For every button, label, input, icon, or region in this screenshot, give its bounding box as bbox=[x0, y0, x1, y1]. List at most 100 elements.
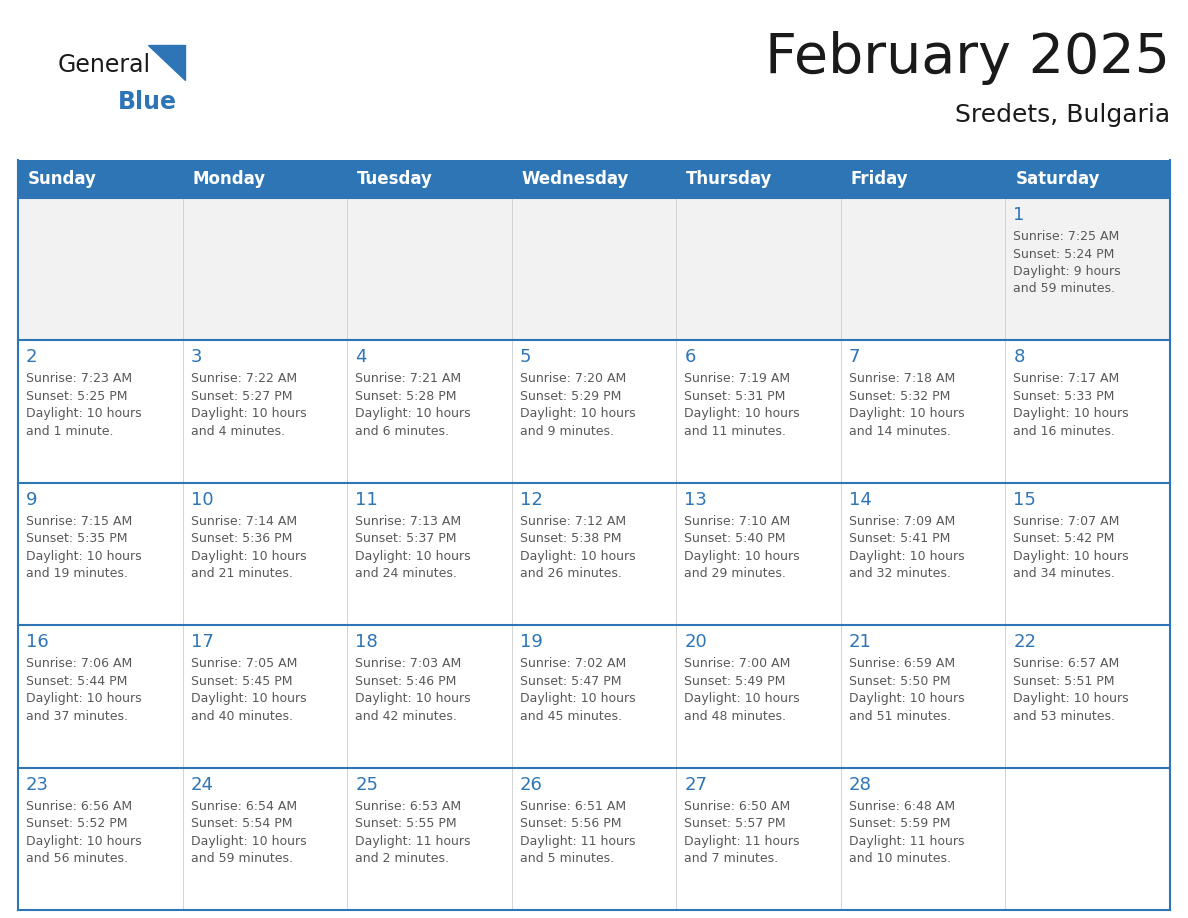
Bar bbox=[18, 198, 183, 341]
Text: Sunrise: 7:21 AM
Sunset: 5:28 PM
Daylight: 10 hours
and 6 minutes.: Sunrise: 7:21 AM Sunset: 5:28 PM Dayligh… bbox=[355, 373, 470, 438]
Text: 9: 9 bbox=[26, 491, 38, 509]
Bar bbox=[676, 341, 841, 483]
Text: Sunrise: 7:13 AM
Sunset: 5:37 PM
Daylight: 10 hours
and 24 minutes.: Sunrise: 7:13 AM Sunset: 5:37 PM Dayligh… bbox=[355, 515, 470, 580]
Bar bbox=[183, 767, 347, 910]
Bar bbox=[841, 198, 1005, 341]
Text: 22: 22 bbox=[1013, 633, 1036, 651]
Text: Sunrise: 6:48 AM
Sunset: 5:59 PM
Daylight: 11 hours
and 10 minutes.: Sunrise: 6:48 AM Sunset: 5:59 PM Dayligh… bbox=[849, 800, 965, 865]
Text: Sunrise: 6:54 AM
Sunset: 5:54 PM
Daylight: 10 hours
and 59 minutes.: Sunrise: 6:54 AM Sunset: 5:54 PM Dayligh… bbox=[190, 800, 307, 865]
Text: 3: 3 bbox=[190, 349, 202, 366]
Bar bbox=[1005, 625, 1170, 767]
Text: Sunrise: 6:50 AM
Sunset: 5:57 PM
Daylight: 11 hours
and 7 minutes.: Sunrise: 6:50 AM Sunset: 5:57 PM Dayligh… bbox=[684, 800, 800, 865]
Text: Friday: Friday bbox=[851, 170, 909, 188]
Bar bbox=[676, 767, 841, 910]
Text: General: General bbox=[58, 53, 151, 77]
Bar bbox=[676, 198, 841, 341]
Text: 4: 4 bbox=[355, 349, 367, 366]
Text: Sunrise: 7:18 AM
Sunset: 5:32 PM
Daylight: 10 hours
and 14 minutes.: Sunrise: 7:18 AM Sunset: 5:32 PM Dayligh… bbox=[849, 373, 965, 438]
Text: Sunday: Sunday bbox=[29, 170, 97, 188]
Text: Sunrise: 7:03 AM
Sunset: 5:46 PM
Daylight: 10 hours
and 42 minutes.: Sunrise: 7:03 AM Sunset: 5:46 PM Dayligh… bbox=[355, 657, 470, 722]
Text: 12: 12 bbox=[519, 491, 543, 509]
Bar bbox=[18, 341, 183, 483]
Bar bbox=[18, 625, 183, 767]
Text: Sunrise: 7:14 AM
Sunset: 5:36 PM
Daylight: 10 hours
and 21 minutes.: Sunrise: 7:14 AM Sunset: 5:36 PM Dayligh… bbox=[190, 515, 307, 580]
Bar bbox=[841, 483, 1005, 625]
Text: Sunrise: 6:53 AM
Sunset: 5:55 PM
Daylight: 11 hours
and 2 minutes.: Sunrise: 6:53 AM Sunset: 5:55 PM Dayligh… bbox=[355, 800, 470, 865]
Text: Sunrise: 7:25 AM
Sunset: 5:24 PM
Daylight: 9 hours
and 59 minutes.: Sunrise: 7:25 AM Sunset: 5:24 PM Dayligh… bbox=[1013, 230, 1121, 296]
Text: 11: 11 bbox=[355, 491, 378, 509]
Text: 28: 28 bbox=[849, 776, 872, 793]
Polygon shape bbox=[148, 45, 185, 80]
Bar bbox=[1005, 767, 1170, 910]
Bar bbox=[1005, 198, 1170, 341]
Text: Sunrise: 7:20 AM
Sunset: 5:29 PM
Daylight: 10 hours
and 9 minutes.: Sunrise: 7:20 AM Sunset: 5:29 PM Dayligh… bbox=[519, 373, 636, 438]
Text: Sunrise: 7:22 AM
Sunset: 5:27 PM
Daylight: 10 hours
and 4 minutes.: Sunrise: 7:22 AM Sunset: 5:27 PM Dayligh… bbox=[190, 373, 307, 438]
Bar bbox=[676, 625, 841, 767]
Text: 1: 1 bbox=[1013, 206, 1025, 224]
Bar bbox=[512, 625, 676, 767]
Text: Sunrise: 7:02 AM
Sunset: 5:47 PM
Daylight: 10 hours
and 45 minutes.: Sunrise: 7:02 AM Sunset: 5:47 PM Dayligh… bbox=[519, 657, 636, 722]
Text: Sunrise: 7:06 AM
Sunset: 5:44 PM
Daylight: 10 hours
and 37 minutes.: Sunrise: 7:06 AM Sunset: 5:44 PM Dayligh… bbox=[26, 657, 141, 722]
Bar bbox=[18, 767, 183, 910]
Text: Sunrise: 7:07 AM
Sunset: 5:42 PM
Daylight: 10 hours
and 34 minutes.: Sunrise: 7:07 AM Sunset: 5:42 PM Dayligh… bbox=[1013, 515, 1129, 580]
Bar bbox=[18, 160, 1170, 198]
Text: 6: 6 bbox=[684, 349, 696, 366]
Bar bbox=[841, 625, 1005, 767]
Text: Wednesday: Wednesday bbox=[522, 170, 630, 188]
Bar bbox=[512, 341, 676, 483]
Text: 14: 14 bbox=[849, 491, 872, 509]
Text: Sunrise: 7:09 AM
Sunset: 5:41 PM
Daylight: 10 hours
and 32 minutes.: Sunrise: 7:09 AM Sunset: 5:41 PM Dayligh… bbox=[849, 515, 965, 580]
Bar bbox=[183, 341, 347, 483]
Text: 24: 24 bbox=[190, 776, 214, 793]
Bar bbox=[512, 767, 676, 910]
Bar bbox=[347, 341, 512, 483]
Bar bbox=[512, 483, 676, 625]
Bar bbox=[676, 483, 841, 625]
Text: 10: 10 bbox=[190, 491, 213, 509]
Text: Blue: Blue bbox=[118, 90, 177, 114]
Text: Sunrise: 6:56 AM
Sunset: 5:52 PM
Daylight: 10 hours
and 56 minutes.: Sunrise: 6:56 AM Sunset: 5:52 PM Dayligh… bbox=[26, 800, 141, 865]
Text: Sunrise: 6:59 AM
Sunset: 5:50 PM
Daylight: 10 hours
and 51 minutes.: Sunrise: 6:59 AM Sunset: 5:50 PM Dayligh… bbox=[849, 657, 965, 722]
Text: 17: 17 bbox=[190, 633, 214, 651]
Bar bbox=[347, 767, 512, 910]
Text: Saturday: Saturday bbox=[1016, 170, 1100, 188]
Text: Sunrise: 7:23 AM
Sunset: 5:25 PM
Daylight: 10 hours
and 1 minute.: Sunrise: 7:23 AM Sunset: 5:25 PM Dayligh… bbox=[26, 373, 141, 438]
Text: Sunrise: 7:17 AM
Sunset: 5:33 PM
Daylight: 10 hours
and 16 minutes.: Sunrise: 7:17 AM Sunset: 5:33 PM Dayligh… bbox=[1013, 373, 1129, 438]
Text: 5: 5 bbox=[519, 349, 531, 366]
Text: 13: 13 bbox=[684, 491, 707, 509]
Bar bbox=[18, 483, 183, 625]
Text: 8: 8 bbox=[1013, 349, 1025, 366]
Text: 18: 18 bbox=[355, 633, 378, 651]
Text: 27: 27 bbox=[684, 776, 707, 793]
Text: 21: 21 bbox=[849, 633, 872, 651]
Text: Sunrise: 7:10 AM
Sunset: 5:40 PM
Daylight: 10 hours
and 29 minutes.: Sunrise: 7:10 AM Sunset: 5:40 PM Dayligh… bbox=[684, 515, 800, 580]
Text: 19: 19 bbox=[519, 633, 543, 651]
Bar bbox=[841, 341, 1005, 483]
Text: 25: 25 bbox=[355, 776, 378, 793]
Text: February 2025: February 2025 bbox=[765, 31, 1170, 85]
Bar bbox=[183, 198, 347, 341]
Text: 20: 20 bbox=[684, 633, 707, 651]
Text: Sunrise: 6:57 AM
Sunset: 5:51 PM
Daylight: 10 hours
and 53 minutes.: Sunrise: 6:57 AM Sunset: 5:51 PM Dayligh… bbox=[1013, 657, 1129, 722]
Bar bbox=[347, 198, 512, 341]
Text: Sunrise: 7:00 AM
Sunset: 5:49 PM
Daylight: 10 hours
and 48 minutes.: Sunrise: 7:00 AM Sunset: 5:49 PM Dayligh… bbox=[684, 657, 800, 722]
Text: Thursday: Thursday bbox=[687, 170, 772, 188]
Text: 26: 26 bbox=[519, 776, 543, 793]
Bar bbox=[1005, 483, 1170, 625]
Text: Sunrise: 7:12 AM
Sunset: 5:38 PM
Daylight: 10 hours
and 26 minutes.: Sunrise: 7:12 AM Sunset: 5:38 PM Dayligh… bbox=[519, 515, 636, 580]
Text: 23: 23 bbox=[26, 776, 49, 793]
Text: Sunrise: 7:05 AM
Sunset: 5:45 PM
Daylight: 10 hours
and 40 minutes.: Sunrise: 7:05 AM Sunset: 5:45 PM Dayligh… bbox=[190, 657, 307, 722]
Text: 2: 2 bbox=[26, 349, 38, 366]
Text: Sunrise: 7:19 AM
Sunset: 5:31 PM
Daylight: 10 hours
and 11 minutes.: Sunrise: 7:19 AM Sunset: 5:31 PM Dayligh… bbox=[684, 373, 800, 438]
Bar bbox=[347, 625, 512, 767]
Bar bbox=[1005, 341, 1170, 483]
Text: Sunrise: 7:15 AM
Sunset: 5:35 PM
Daylight: 10 hours
and 19 minutes.: Sunrise: 7:15 AM Sunset: 5:35 PM Dayligh… bbox=[26, 515, 141, 580]
Text: 16: 16 bbox=[26, 633, 49, 651]
Bar bbox=[183, 625, 347, 767]
Text: Tuesday: Tuesday bbox=[358, 170, 432, 188]
Bar bbox=[347, 483, 512, 625]
Bar bbox=[841, 767, 1005, 910]
Text: Monday: Monday bbox=[192, 170, 266, 188]
Bar bbox=[512, 198, 676, 341]
Text: Sunrise: 6:51 AM
Sunset: 5:56 PM
Daylight: 11 hours
and 5 minutes.: Sunrise: 6:51 AM Sunset: 5:56 PM Dayligh… bbox=[519, 800, 636, 865]
